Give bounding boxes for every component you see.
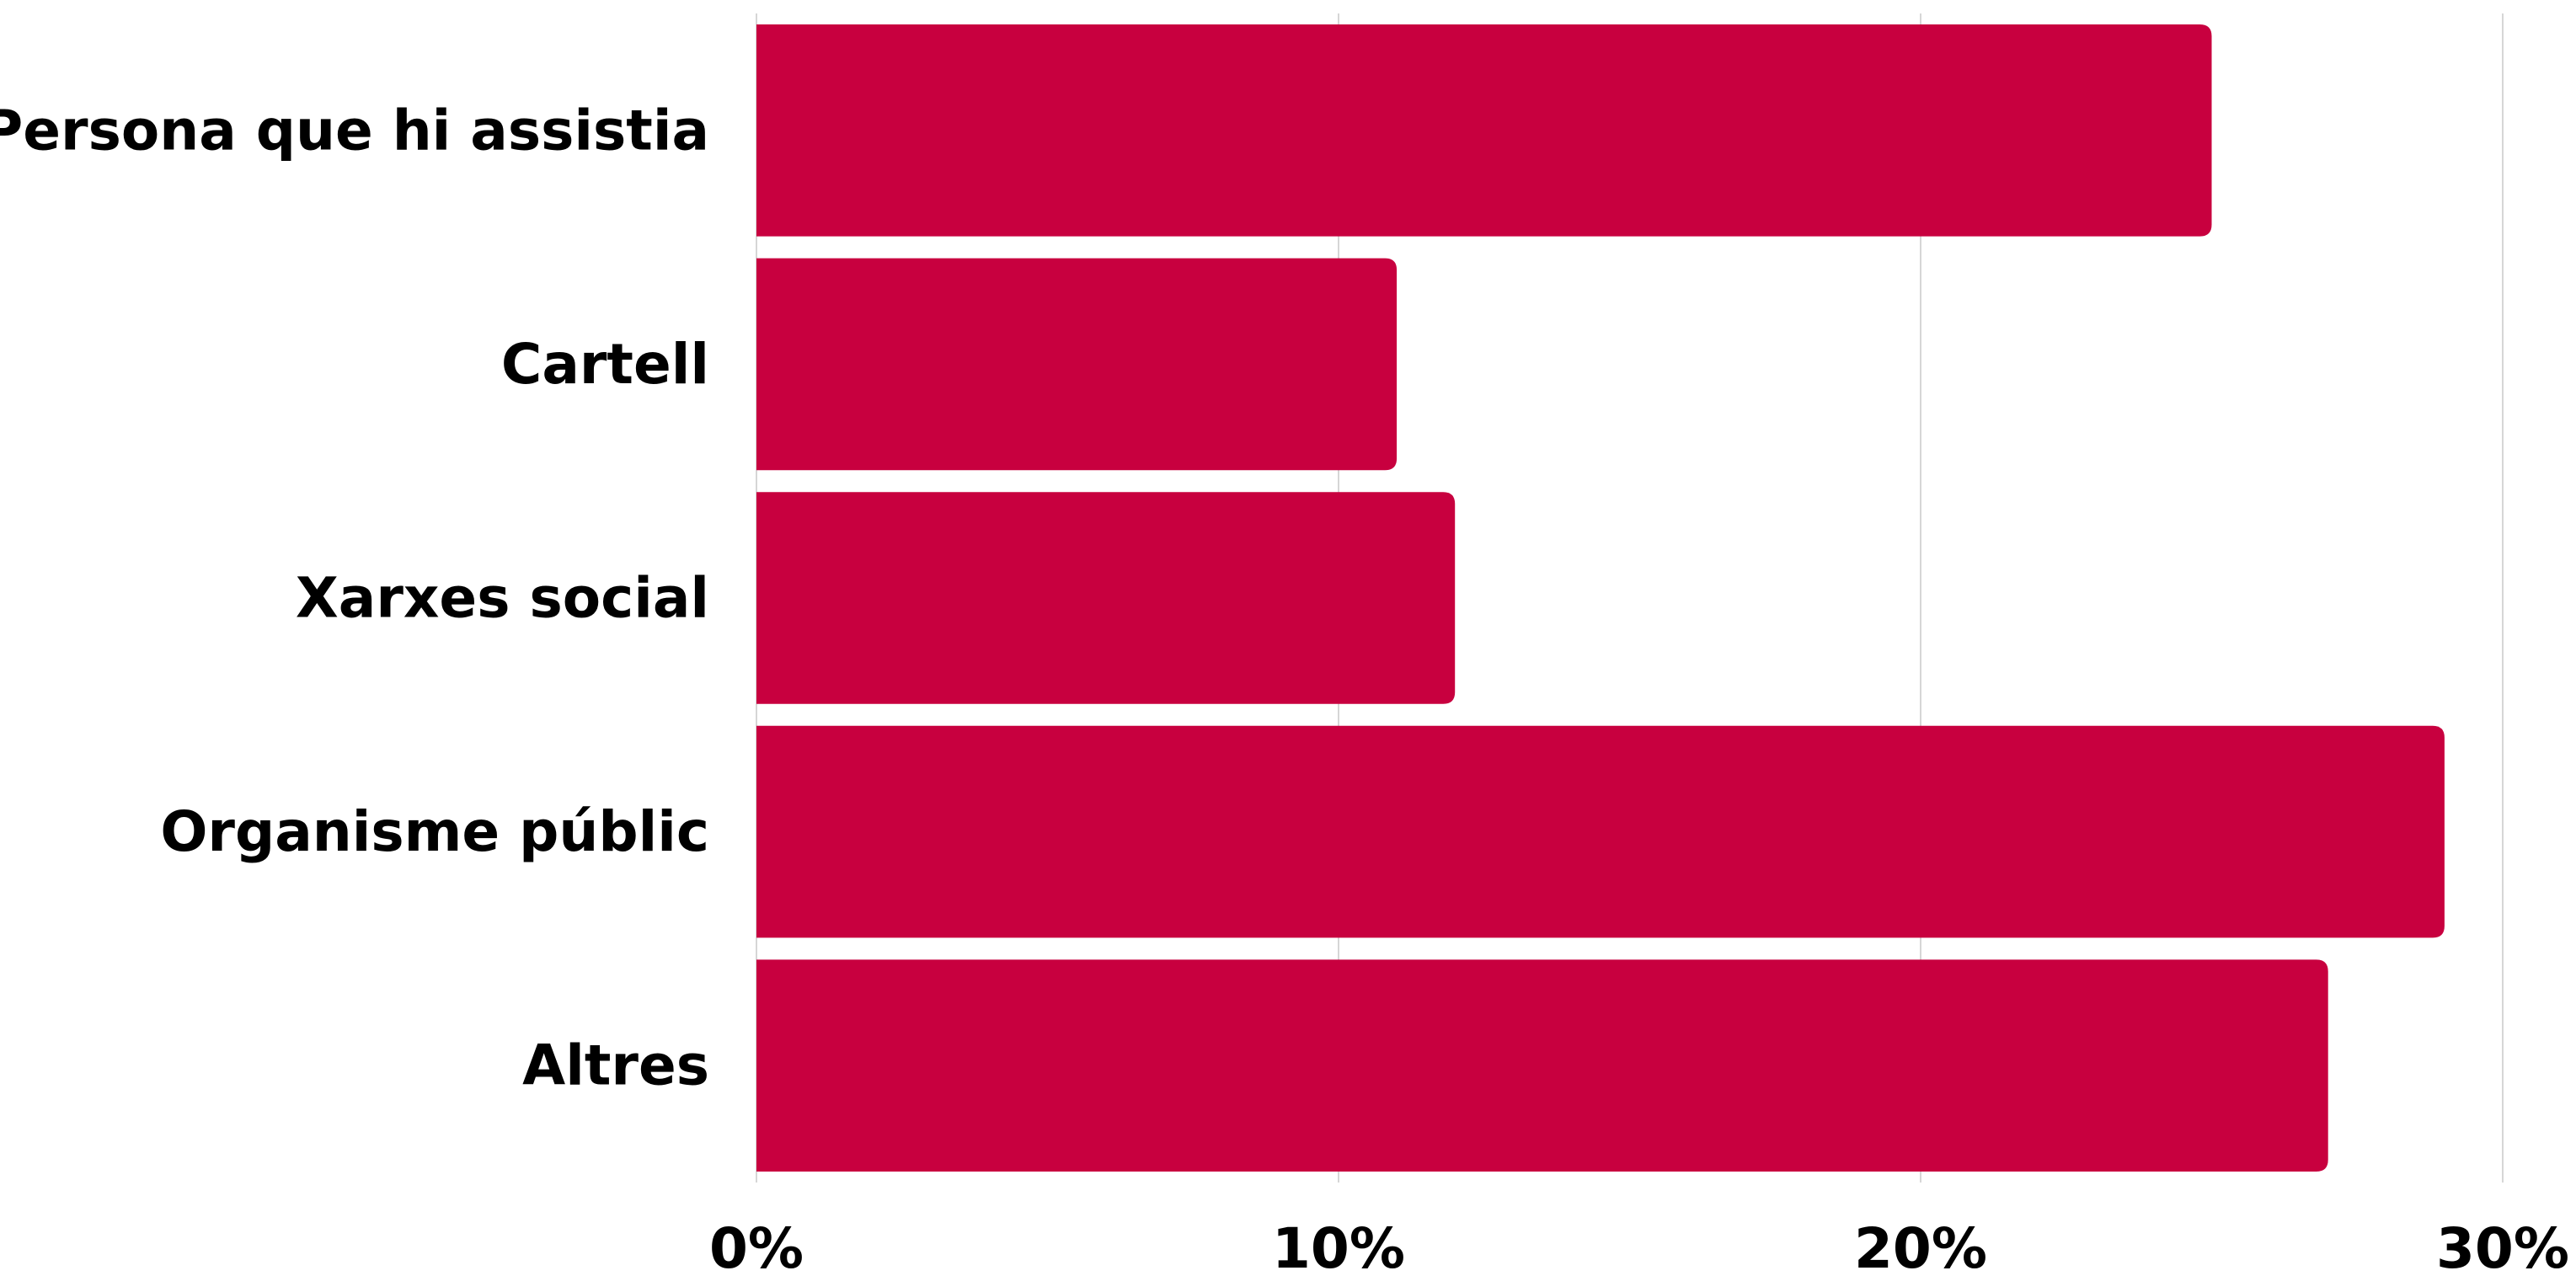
- bars: [756, 24, 2445, 1172]
- x-tick-label-0: 0%: [709, 1216, 804, 1276]
- category-labels: Persona que hi assistia Cartell Xarxes soc…: [0, 98, 709, 1097]
- category-label-2: Xarxes social: [296, 566, 709, 631]
- category-label-4: Altres: [522, 1033, 709, 1098]
- category-label-1: Cartell: [501, 332, 709, 397]
- x-tick-label-3: 30%: [2436, 1216, 2569, 1276]
- x-tick-label-1: 10%: [1272, 1216, 1405, 1276]
- x-axis-tick-labels: 0% 10% 20% 30%: [709, 1216, 2569, 1276]
- bar-3: [756, 725, 2445, 938]
- x-tick-label-2: 20%: [1854, 1216, 1987, 1276]
- bar-0: [756, 24, 2212, 237]
- bar-2: [756, 492, 1456, 704]
- category-label-3: Organisme públic: [160, 799, 709, 864]
- bar-4: [756, 959, 2328, 1172]
- category-label-0: Persona que hi assistia: [0, 98, 709, 163]
- bar-1: [756, 258, 1398, 471]
